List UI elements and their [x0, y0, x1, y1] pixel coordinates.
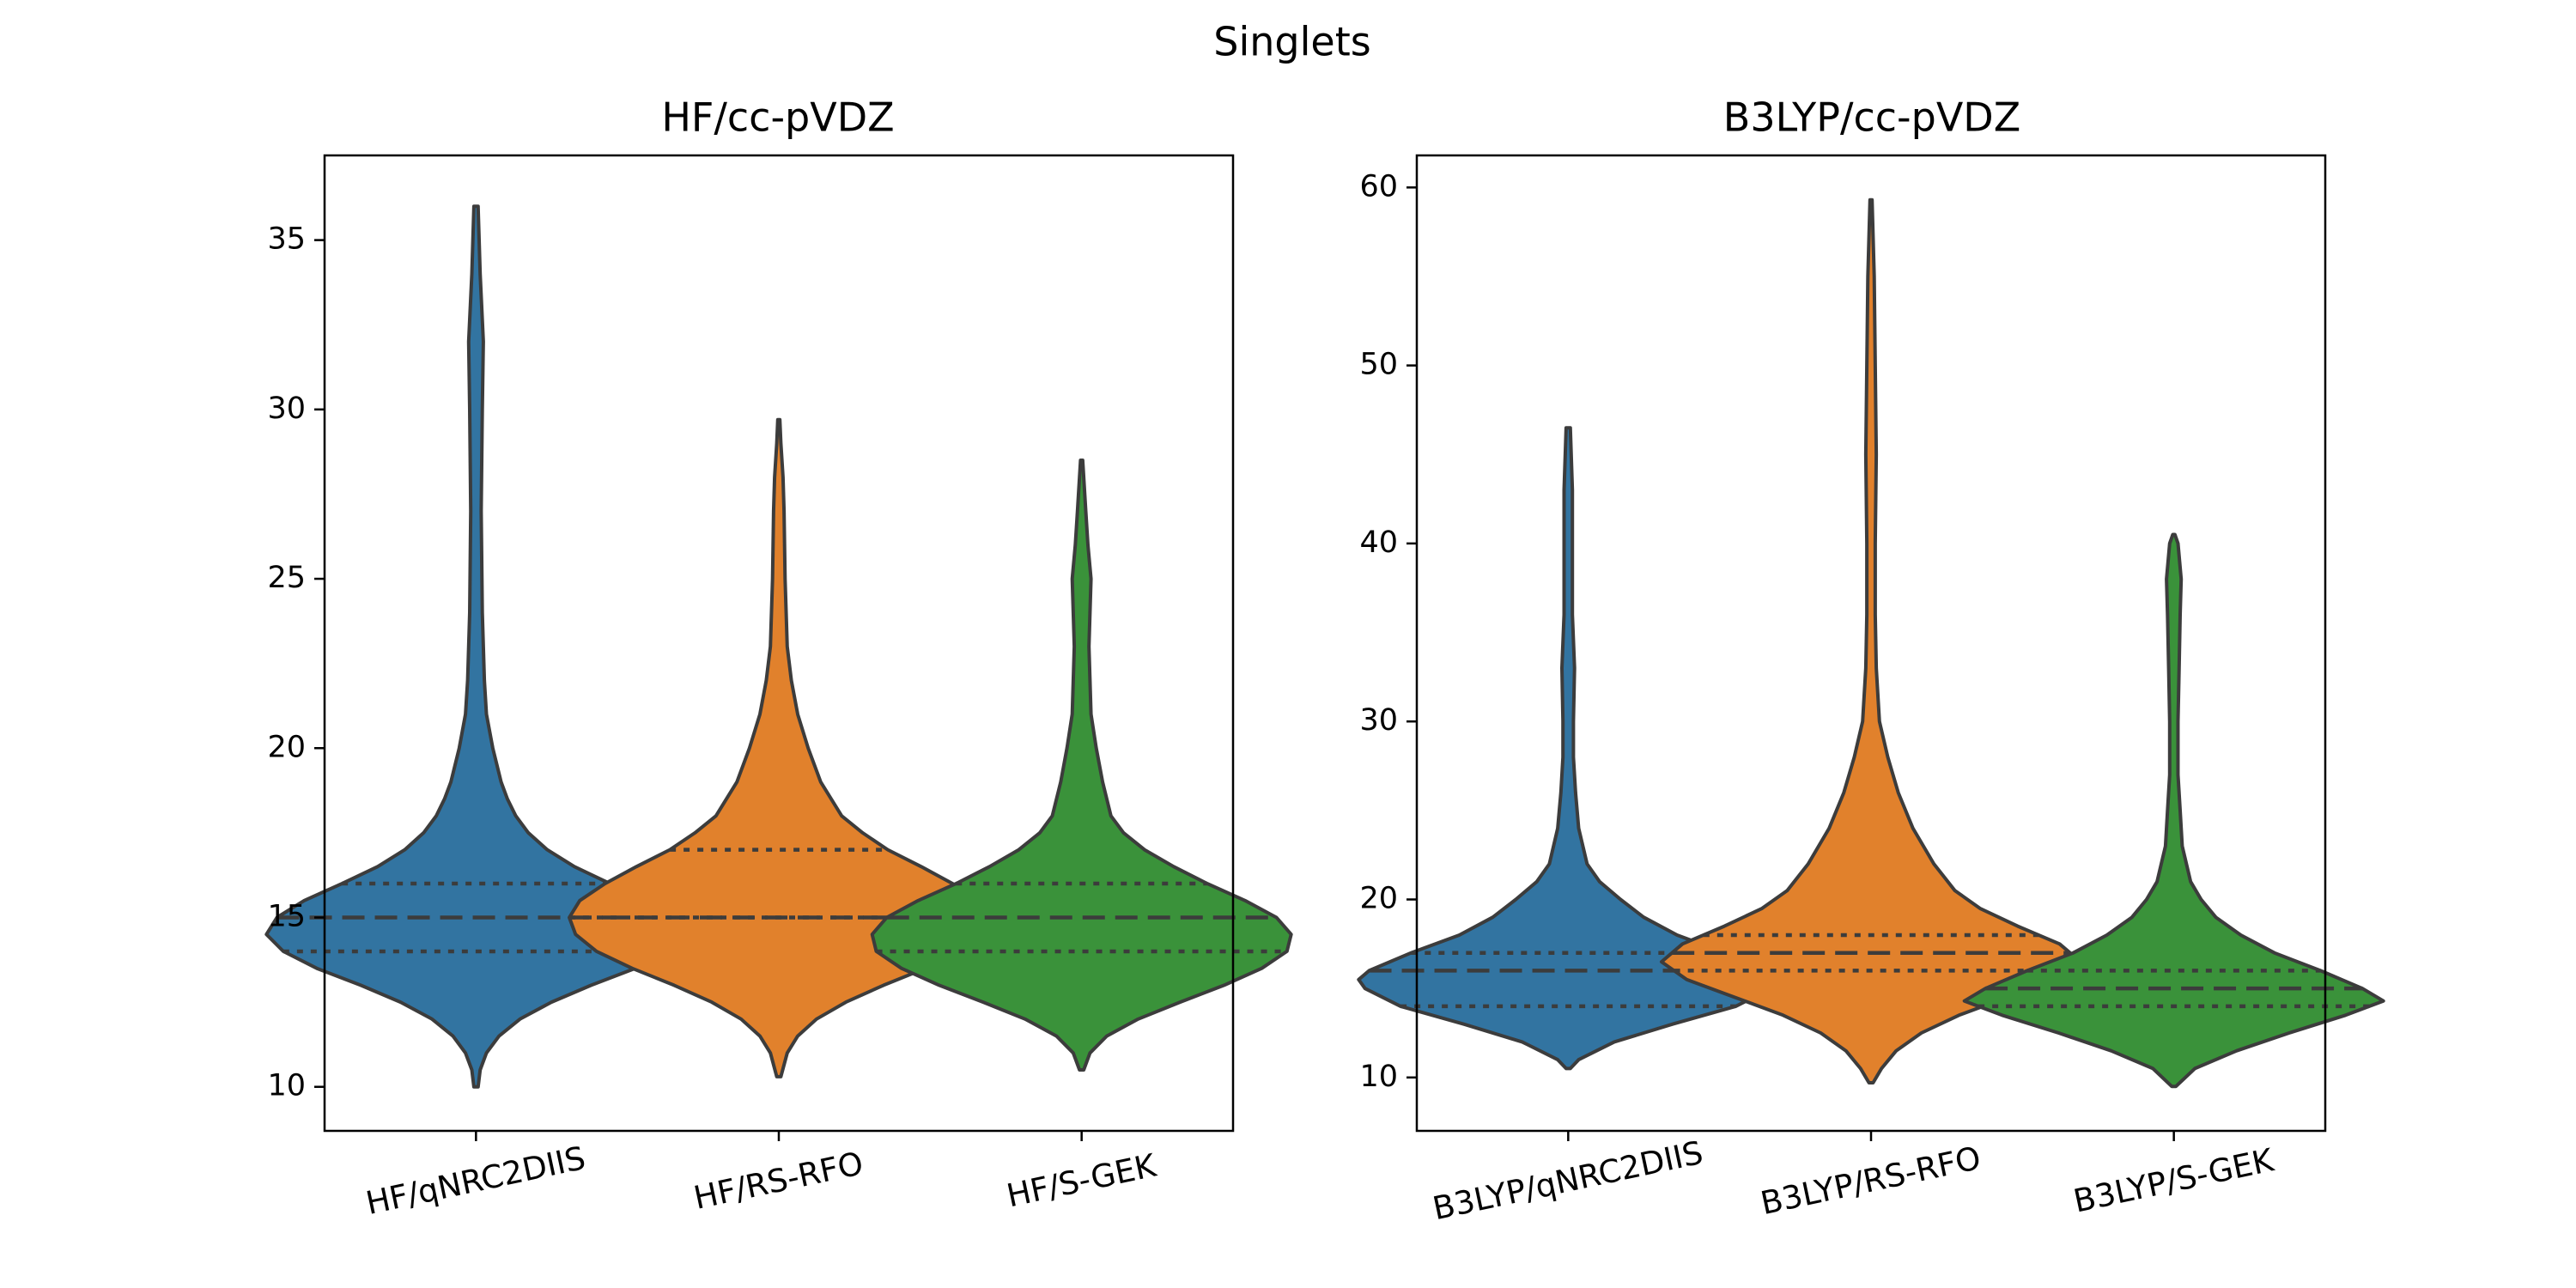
x-axis-hf: HF/qNRC2DIIS HF/RS-RFO HF/S-GEK	[362, 1131, 1161, 1222]
y-tick-label-hf-1: 15	[267, 900, 306, 934]
subplot-b3lyp: B3LYP/cc-pVDZ 10 20 30 40 50 60 B3LYP/qNRC2DI…	[1357, 94, 2385, 1227]
x-tick-label-hf-qnrc2diis: HF/qNRC2DIIS	[362, 1139, 588, 1222]
violin-b3lyp-s-gek	[1962, 532, 2385, 1089]
figure-title: Singlets	[1213, 19, 1370, 65]
violin-b3lyp-rs-rfo	[1660, 197, 2082, 1084]
x-tick-label-hf-rs-rfo: HF/RS-RFO	[690, 1145, 866, 1217]
y-axis-hf: 10 15 20 25 30 35	[267, 222, 325, 1103]
y-axis-b3lyp: 10 20 30 40 50 60	[1359, 169, 1417, 1094]
plot-frame-hf	[323, 154, 1235, 1133]
violin-group-hf	[264, 204, 1293, 1089]
y-tick-label-b3lyp-5: 60	[1359, 169, 1398, 204]
y-tick-label-hf-2: 20	[267, 730, 306, 764]
x-tick-label-b3lyp-qnrc2diis: B3LYP/qNRC2DIIS	[1430, 1134, 1706, 1228]
y-tick-label-hf-4: 30	[267, 392, 306, 426]
subplot-hf: HF/cc-pVDZ 10 15 20 25 30 35 HF/qNRC2DIIS HF/R…	[264, 94, 1293, 1222]
violin-group-b3lyp	[1357, 197, 2385, 1089]
y-tick-label-b3lyp-0: 10	[1359, 1060, 1398, 1094]
x-tick-label-b3lyp-s-gek: B3LYP/S-GEK	[2070, 1141, 2278, 1220]
y-tick-label-hf-5: 35	[267, 222, 306, 257]
y-tick-label-hf-3: 25	[267, 561, 306, 595]
subplot-title-b3lyp: B3LYP/cc-pVDZ	[1723, 94, 2020, 141]
y-tick-label-hf-0: 10	[267, 1069, 306, 1103]
x-tick-label-hf-s-gek: HF/S-GEK	[1004, 1146, 1161, 1214]
y-tick-label-b3lyp-3: 40	[1359, 526, 1398, 560]
x-tick-label-b3lyp-rs-rfo: B3LYP/RS-RFO	[1758, 1139, 1984, 1222]
subplot-title-hf: HF/cc-pVDZ	[661, 94, 894, 141]
y-tick-label-b3lyp-4: 50	[1359, 348, 1398, 382]
y-tick-label-b3lyp-2: 30	[1359, 703, 1398, 738]
violin-hf-s-gek	[870, 459, 1293, 1072]
y-tick-label-b3lyp-1: 20	[1359, 882, 1398, 916]
x-axis-b3lyp: B3LYP/qNRC2DIIS B3LYP/RS-RFO B3LYP/S-GEK	[1430, 1131, 2278, 1227]
plot-frame-b3lyp	[1415, 154, 2327, 1133]
